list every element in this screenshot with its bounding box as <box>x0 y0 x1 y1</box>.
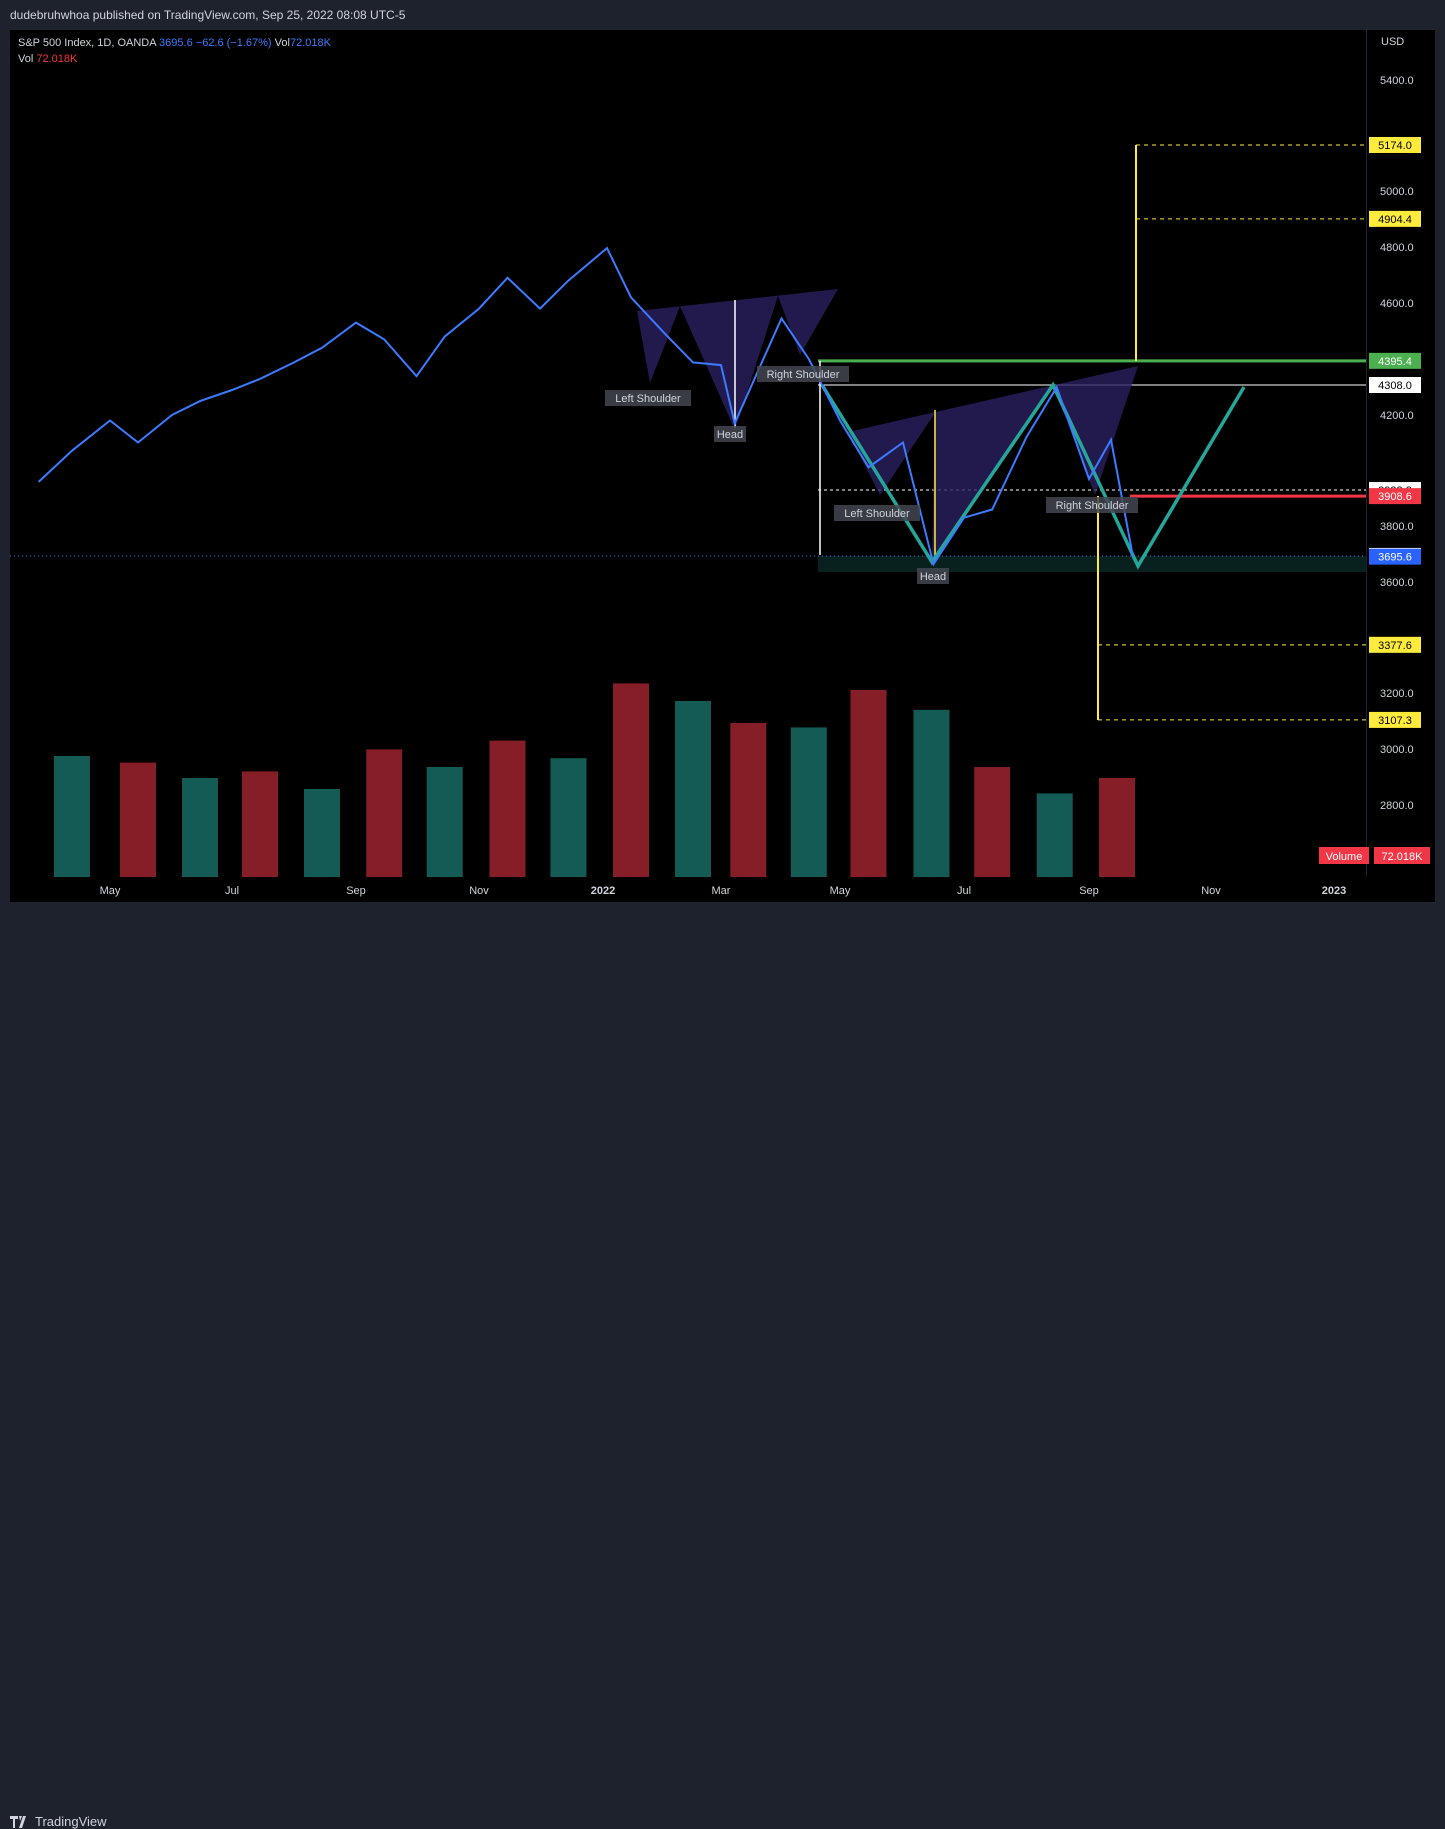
chart-legend: S&P 500 Index, 1D, OANDA 3695.6 −62.6 (−… <box>18 35 331 67</box>
legend-price: 3695.6 <box>159 37 193 49</box>
publish-info: dudebruhwhoa published on TradingView.co… <box>10 8 406 22</box>
legend-vol-value: 72.018K <box>289 37 331 49</box>
tradingview-logo-icon <box>10 1815 26 1828</box>
publish-bar: dudebruhwhoa published on TradingView.co… <box>0 0 1445 28</box>
chart-area[interactable] <box>10 30 1366 877</box>
legend-row-volume: Vol 72.018K <box>18 51 331 67</box>
legend-row-price: S&P 500 Index, 1D, OANDA 3695.6 −62.6 (−… <box>18 35 331 51</box>
footer-bar: TradingView <box>0 902 1445 1829</box>
legend-volrow-value: 72.018K <box>36 53 78 65</box>
legend-volrow-label: Vol <box>18 53 34 65</box>
time-axis[interactable] <box>10 877 1435 902</box>
tradingview-brand: TradingView <box>35 1814 107 1829</box>
legend-symbol: S&P 500 Index, 1D, OANDA <box>18 37 156 49</box>
legend-change: −62.6 (−1.67%) <box>195 37 272 49</box>
tradingview-logo[interactable]: TradingView <box>10 1814 107 1829</box>
legend-vol-label: Vol <box>274 37 290 49</box>
price-axis[interactable] <box>1367 30 1435 877</box>
